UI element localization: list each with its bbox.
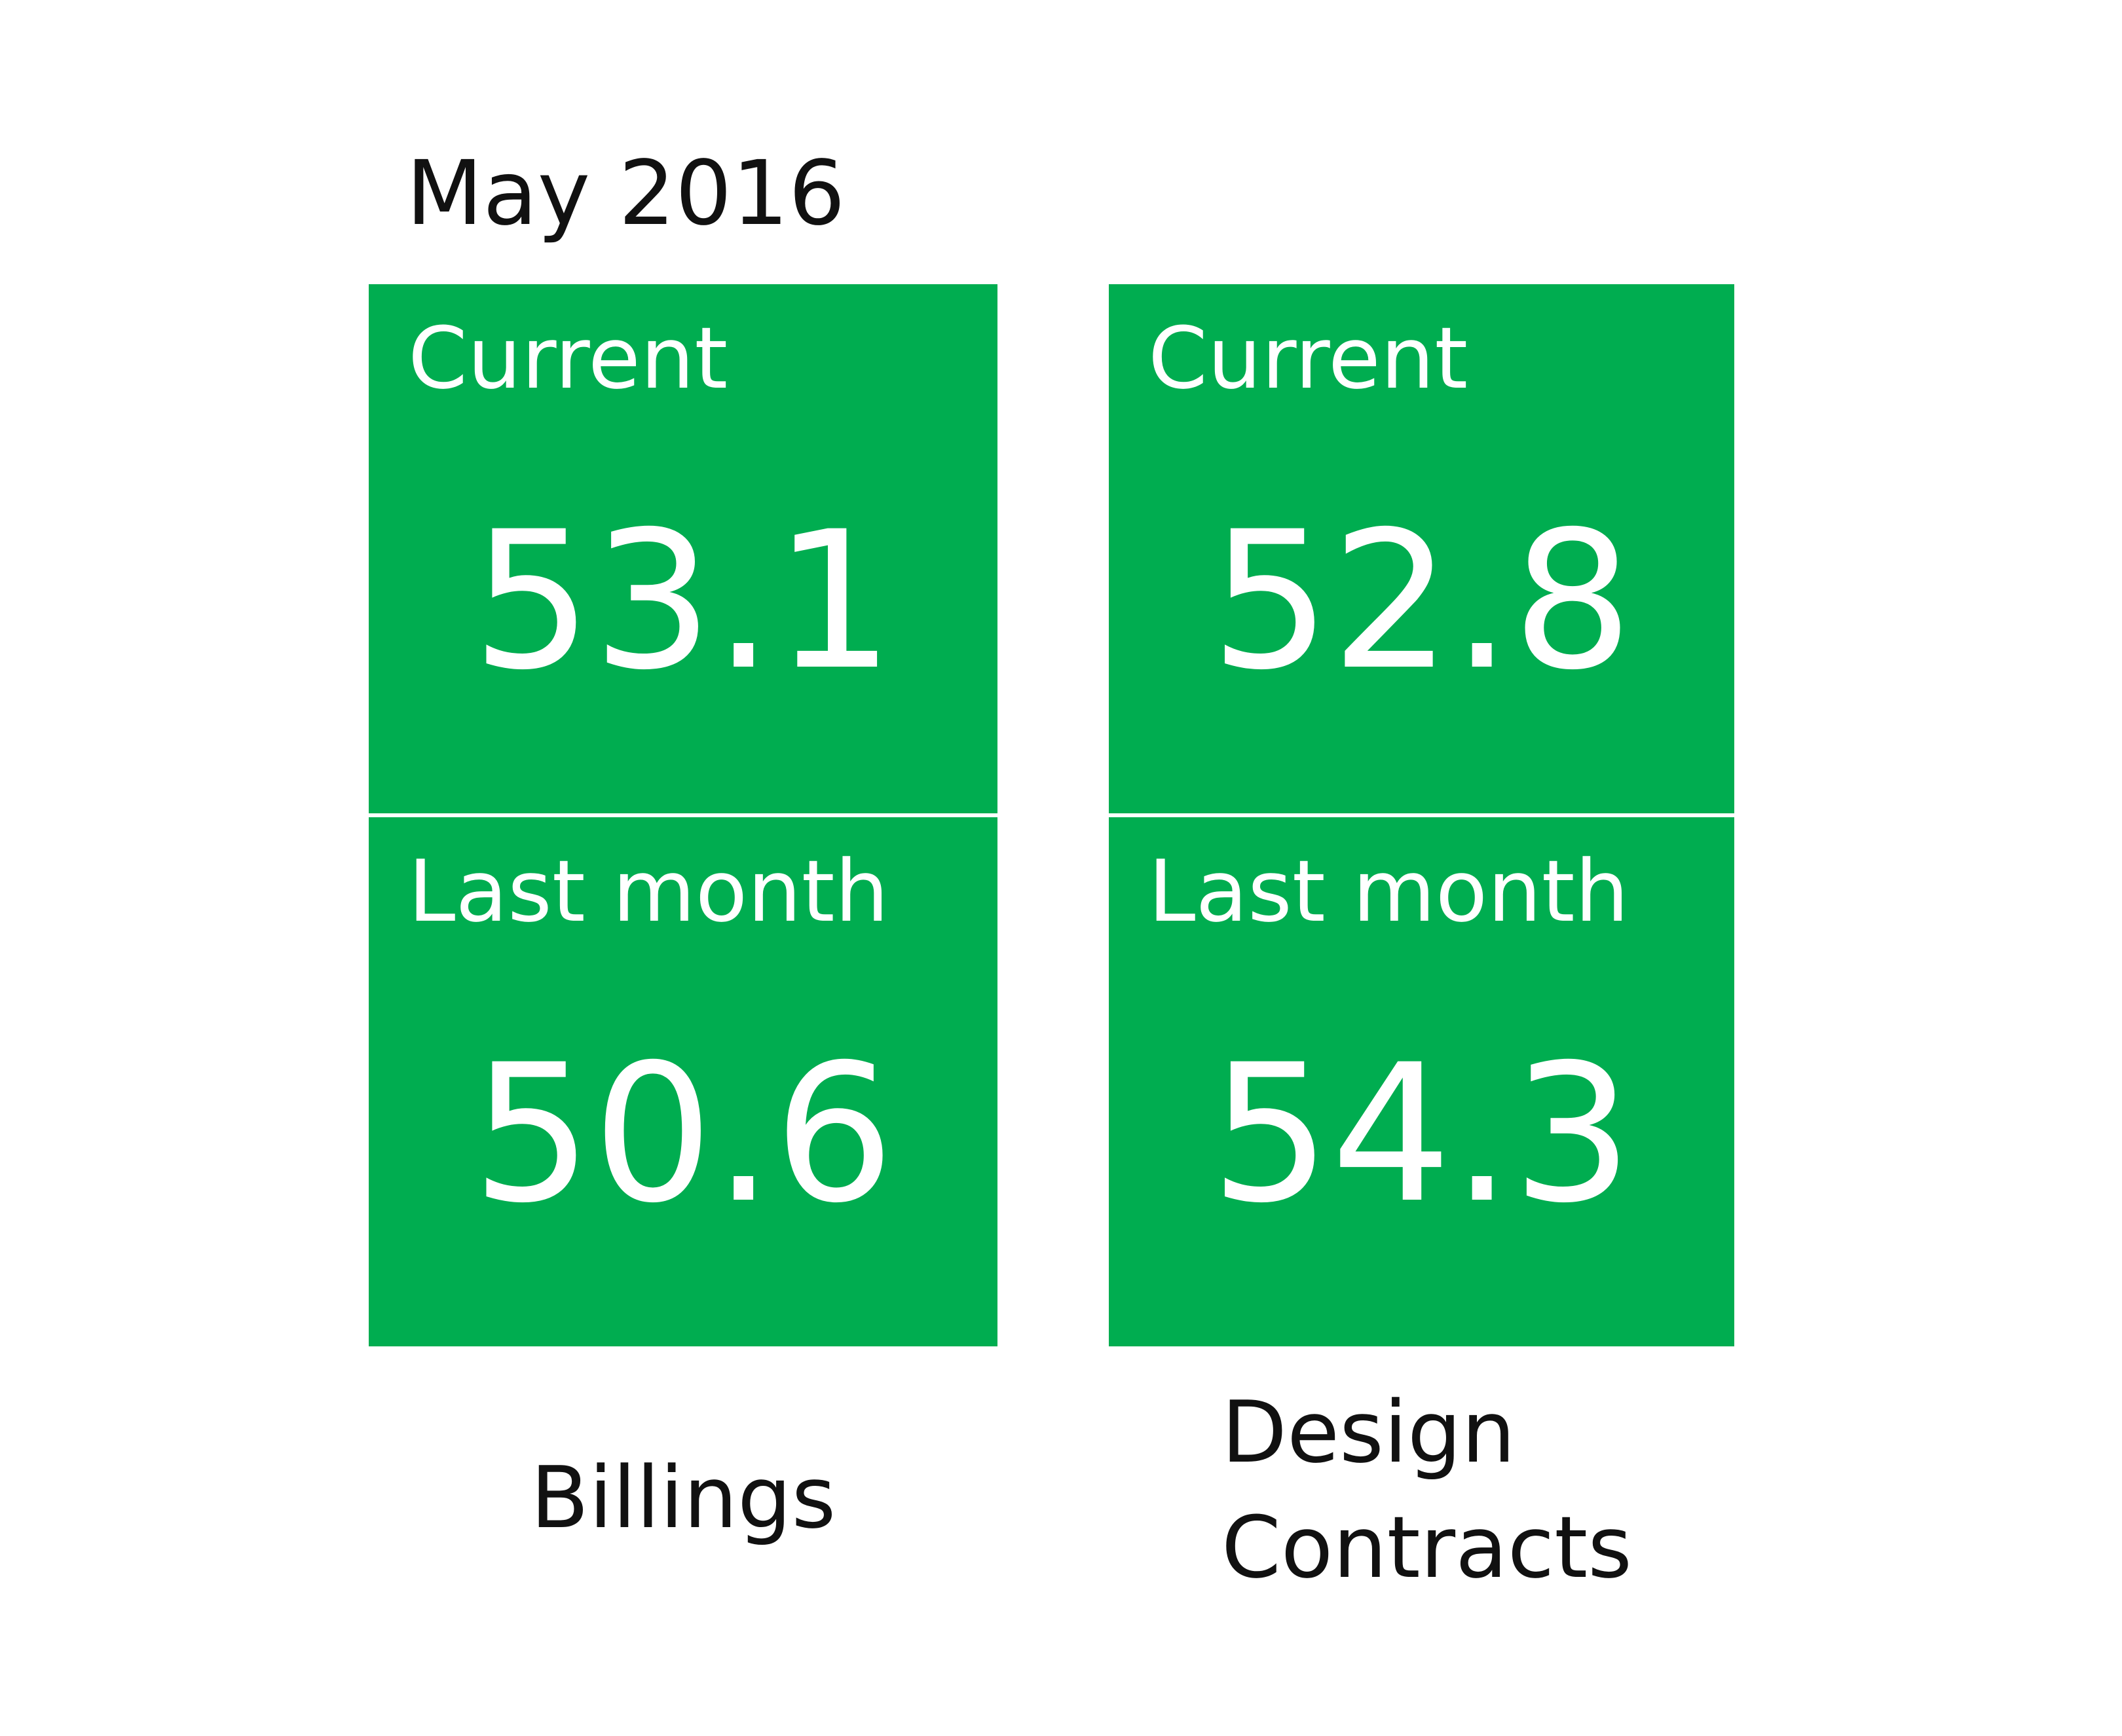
design-contracts-current-tile: Current 52.8 bbox=[1109, 284, 1734, 813]
design-contracts-current-value: 52.8 bbox=[1210, 491, 1633, 712]
design-contracts-caption: Design Contracts bbox=[1221, 1382, 1632, 1597]
billings-column: Current 53.1 Last month 50.6 bbox=[369, 284, 997, 1346]
billings-last-month-tile: Last month 50.6 bbox=[369, 817, 997, 1346]
design-contracts-last-month-value: 54.3 bbox=[1210, 1024, 1633, 1245]
period-title: May 2016 bbox=[406, 142, 846, 246]
design-contracts-last-month-tile: Last month 54.3 bbox=[1109, 817, 1734, 1346]
billings-current-value: 53.1 bbox=[472, 491, 895, 712]
design-contracts-current-label: Current bbox=[1148, 308, 1468, 408]
billings-current-label: Current bbox=[408, 308, 728, 408]
billings-current-tile: Current 53.1 bbox=[369, 284, 997, 813]
billings-last-month-label: Last month bbox=[408, 841, 889, 941]
design-contracts-column: Current 52.8 Last month 54.3 bbox=[1109, 284, 1734, 1346]
design-contracts-last-month-label: Last month bbox=[1148, 841, 1629, 941]
billings-caption: Billings bbox=[530, 1448, 836, 1547]
billings-last-month-value: 50.6 bbox=[472, 1024, 895, 1245]
